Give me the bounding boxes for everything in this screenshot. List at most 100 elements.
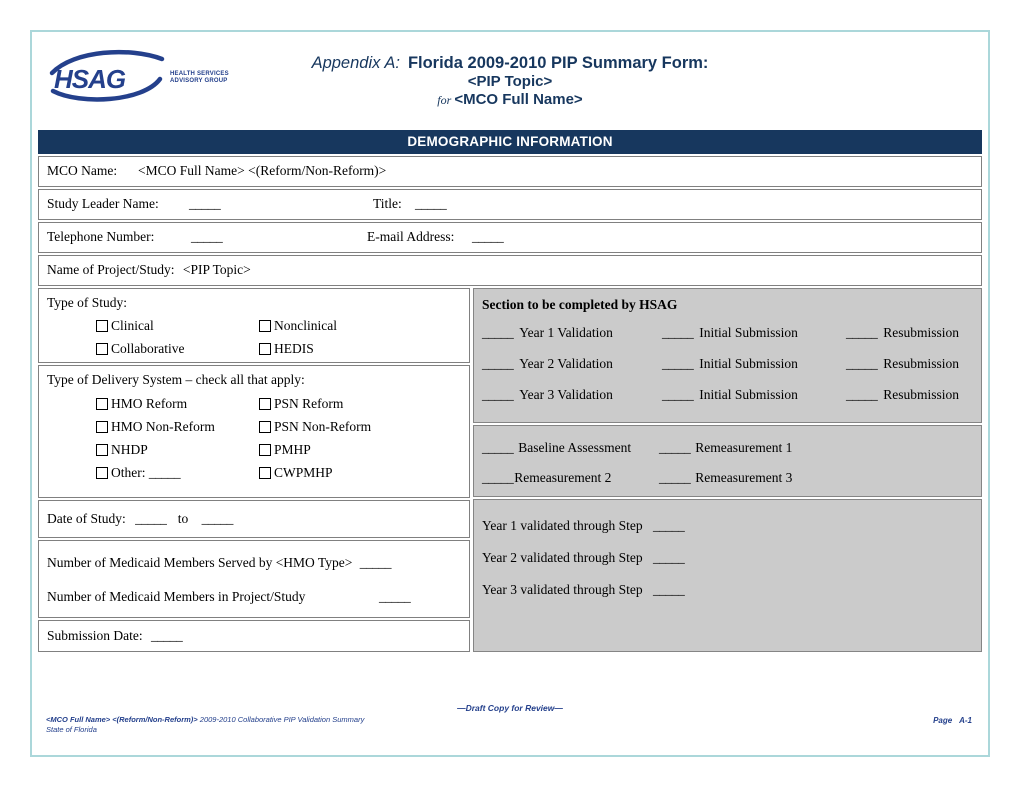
year2-validation-blank: _____ (482, 356, 514, 371)
footer-doc-title-rest: 2009-2010 Collaborative PIP Validation S… (197, 715, 365, 724)
members-project-blank: _____ (379, 589, 411, 604)
psn-reform-checkbox[interactable] (259, 398, 271, 410)
hmo-reform-checkbox[interactable] (96, 398, 108, 410)
remeasurement3-blank: _____ (659, 470, 691, 485)
measurement-row-2: _____Remeasurement 2 _____ Remeasurement … (482, 470, 979, 486)
year3-step-blank: _____ (652, 582, 685, 597)
year1-resub-blank: _____ (846, 325, 878, 340)
project-name-label: Name of Project/Study: (47, 262, 175, 277)
title-block: Appendix A: Florida 2009-2010 PIP Summary… (32, 54, 988, 109)
option-nhdp: NHDP (96, 442, 259, 458)
option-collaborative: Collaborative (96, 341, 259, 357)
year1-step-label: Year 1 validated through Step (482, 518, 643, 533)
project-name-row: Name of Project/Study: <PIP Topic> (38, 255, 982, 286)
remeasurement1-label: Remeasurement 1 (695, 440, 793, 455)
option-hedis: HEDIS (259, 341, 337, 357)
validation-row-year1: _____ Year 1 Validation _____ Initial Subm… (482, 325, 979, 341)
hsag-section-box: Section to be completed by HSAG _____ Yea… (473, 288, 982, 423)
pmhp-checkbox[interactable] (259, 444, 271, 456)
baseline-blank: _____ (482, 440, 514, 455)
pip-topic-subtitle: <PIP Topic> (467, 73, 553, 90)
medicaid-members-box: Number of Medicaid Members Served by <HM… (38, 540, 470, 618)
year3-resub-cell: _____ Resubmission (846, 387, 979, 403)
nonclinical-checkbox-label: Nonclinical (274, 318, 337, 333)
clinical-checkbox-label: Clinical (111, 318, 154, 333)
option-cwpmhp: CWPMHP (259, 465, 371, 481)
hsag-logo: HSAG HEALTH SERVICES ADVISORY GROUP (46, 46, 236, 110)
step-row-year3: Year 3 validated through Step _____ (482, 582, 685, 598)
option-psn-reform: PSN Reform (259, 396, 371, 412)
footer-doc-title: <MCO Full Name> <(Reform/Non-Reform)> 20… (46, 715, 526, 725)
year1-validation-label: Year 1 Validation (519, 325, 613, 340)
type-of-study-options: Clinical Nonclinical Collaborative HEDIS (96, 318, 337, 357)
title-line1: Appendix A: Florida 2009-2010 PIP Summary… (32, 54, 988, 73)
psn-non-reform-checkbox[interactable] (259, 421, 271, 433)
study-leader-row: Study Leader Name: _____ Title: _____ (38, 189, 982, 220)
remeasurement2-blank: _____ (482, 470, 514, 485)
date-end-blank: _____ (201, 511, 234, 526)
year2-initial-label: Initial Submission (699, 356, 798, 371)
hedis-checkbox[interactable] (259, 343, 271, 355)
year1-resub-label: Resubmission (883, 325, 960, 340)
measurement-box: _____ Baseline Assessment _____ Remeasurem… (473, 425, 982, 497)
option-hmo-non-reform: HMO Non-Reform (96, 419, 259, 435)
members-served-blank: _____ (359, 555, 392, 570)
study-leader-label: Study Leader Name: (47, 196, 159, 211)
clinical-checkbox[interactable] (96, 320, 108, 332)
hmo-non-reform-checkbox[interactable] (96, 421, 108, 433)
other-checkbox-label: Other: (111, 465, 146, 480)
validation-row-year3: _____ Year 3 Validation _____ Initial Subm… (482, 387, 979, 403)
collaborative-checkbox[interactable] (96, 343, 108, 355)
remeasurement3-cell: _____ Remeasurement 3 (659, 470, 979, 486)
step-row-year2: Year 2 validated through Step _____ (482, 550, 685, 566)
title-label: Title: (373, 196, 402, 211)
remeasurement3-label: Remeasurement 3 (695, 470, 793, 485)
mco-name-label: MCO Name: (47, 163, 118, 178)
year3-resub-label: Resubmission (883, 387, 960, 402)
telephone-blank: _____ (191, 229, 223, 244)
for-word: for (437, 93, 452, 107)
validation-row-year2: _____ Year 2 Validation _____ Initial Subm… (482, 356, 979, 372)
footer-state: State of Florida (46, 725, 97, 734)
other-blank: _____ (148, 465, 181, 480)
email-label: E-mail Address: (367, 229, 455, 244)
footer-page-number: Page A-1 (933, 716, 972, 725)
email-blank: _____ (472, 229, 504, 244)
option-clinical: Clinical (96, 318, 259, 334)
option-psn-non-reform: PSN Non-Reform (259, 419, 371, 435)
nonclinical-checkbox[interactable] (259, 320, 271, 332)
year1-step-blank: _____ (652, 518, 685, 533)
year1-initial-label: Initial Submission (699, 325, 798, 340)
hsag-section-title: Section to be completed by HSAG (482, 297, 678, 312)
telephone-row: Telephone Number: _____ E-mail Address: … (38, 222, 982, 253)
year3-validation-blank: _____ (482, 387, 514, 402)
cwpmhp-checkbox[interactable] (259, 467, 271, 479)
hsag-swoosh-icon: HSAG (49, 49, 165, 102)
submission-date-box: Submission Date: _____ (38, 620, 470, 652)
option-nonclinical: Nonclinical (259, 318, 337, 334)
year2-initial-cell: _____ Initial Submission (662, 356, 846, 372)
hsag-logo-text: HSAG (54, 64, 126, 94)
option-pmhp: PMHP (259, 442, 371, 458)
footer-doc-title-bold: <MCO Full Name> <(Reform/Non-Reform)> (46, 715, 198, 724)
year1-validation-cell: _____ Year 1 Validation (482, 325, 662, 341)
year3-initial-label: Initial Submission (699, 387, 798, 402)
nhdp-checkbox[interactable] (96, 444, 108, 456)
mco-name-value: <MCO Full Name> <(Reform/Non-Reform)> (138, 163, 387, 178)
remeasurement2-cell: _____Remeasurement 2 (482, 470, 659, 486)
delivery-system-box: Type of Delivery System – check all that… (38, 365, 470, 498)
remeasurement1-cell: _____ Remeasurement 1 (659, 440, 979, 456)
footer-draft-notice: —Draft Copy for Review— (457, 703, 563, 713)
nhdp-checkbox-label: NHDP (111, 442, 148, 457)
remeasurement2-label: Remeasurement 2 (514, 470, 612, 485)
members-served-label: Number of Medicaid Members Served by <HM… (47, 555, 353, 570)
other-checkbox[interactable] (96, 467, 108, 479)
hsag-tagline-line1: HEALTH SERVICES (170, 71, 229, 77)
hsag-logo-tagline: HEALTH SERVICES ADVISORY GROUP (170, 71, 230, 85)
delivery-system-label: Type of Delivery System – check all that… (47, 372, 305, 387)
collaborative-checkbox-label: Collaborative (111, 341, 185, 356)
option-other: Other: _____ (96, 465, 259, 481)
year3-initial-blank: _____ (662, 387, 694, 402)
members-project-label: Number of Medicaid Members in Project/St… (47, 589, 306, 604)
year2-step-label: Year 2 validated through Step (482, 550, 643, 565)
